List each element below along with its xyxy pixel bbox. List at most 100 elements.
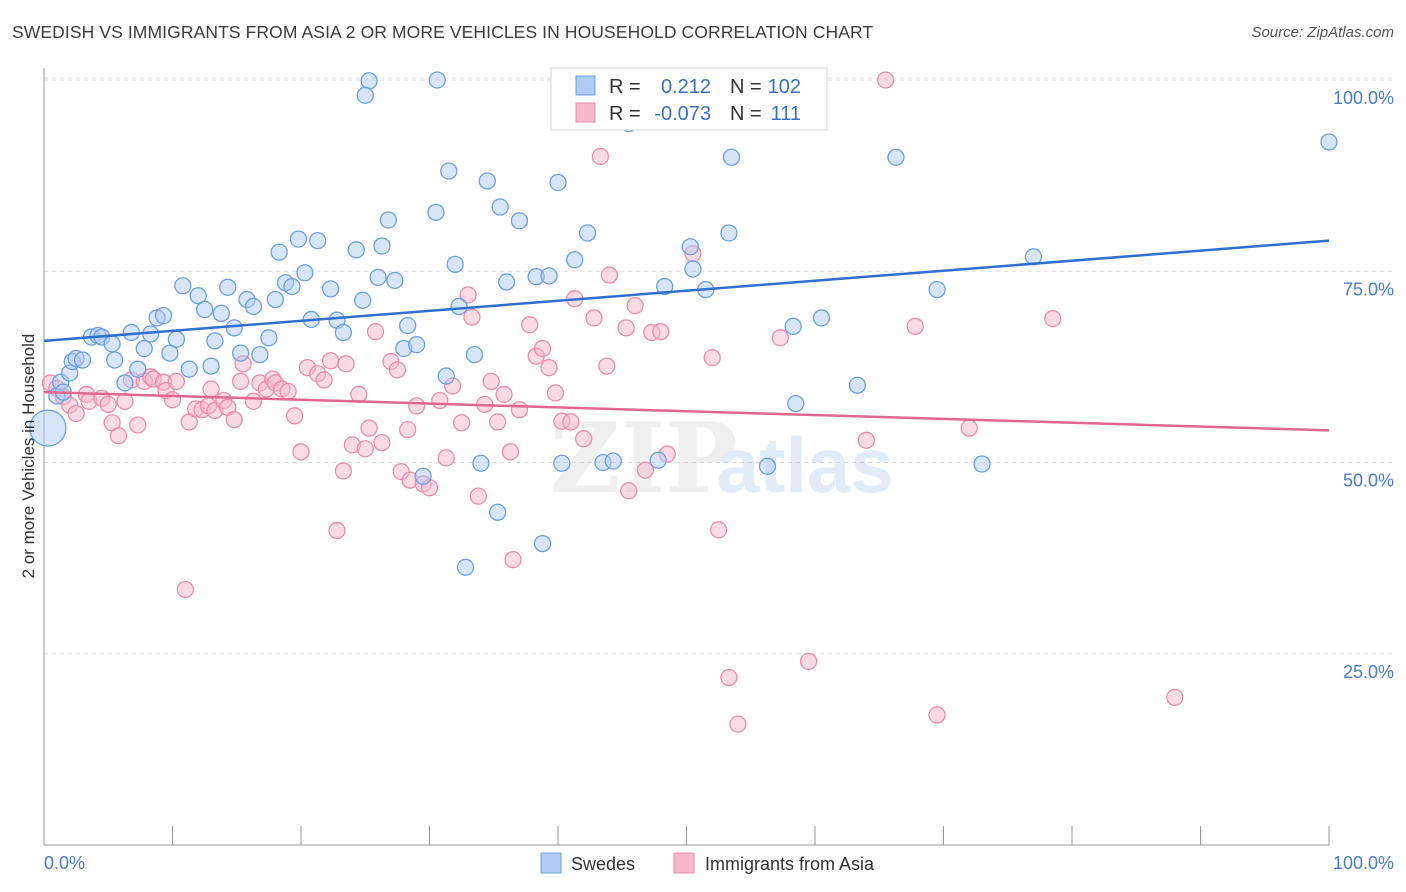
asia-point	[591, 147, 610, 166]
stats-swedes-r-label: R =	[609, 76, 641, 98]
asia-point	[562, 413, 580, 431]
swedes-point	[106, 351, 124, 369]
swedes-point	[848, 376, 867, 394]
swedes-point	[450, 297, 468, 316]
asia-point	[350, 385, 368, 404]
x-tick-label-max: 100.0%	[1333, 853, 1394, 873]
swedes-point	[784, 317, 802, 335]
stats-swedes-r-value: 0.212	[661, 76, 711, 98]
stats-swatch-swedes	[575, 75, 596, 96]
asia-point	[906, 317, 924, 335]
swedes-point	[497, 273, 516, 291]
asia-point	[356, 440, 374, 458]
legend: Swedes Immigrants from Asia	[540, 852, 875, 874]
asia-point	[459, 286, 477, 304]
y-tick-label: 75.0%	[1343, 279, 1394, 299]
swedes-point	[540, 267, 558, 285]
swedes-point	[154, 306, 173, 325]
asia-point	[600, 266, 619, 284]
swedes-point	[360, 72, 378, 90]
swedes-point	[369, 268, 387, 287]
asia-point	[488, 413, 507, 431]
asia-point	[857, 431, 876, 449]
asia-point	[334, 462, 353, 480]
swedes-point	[289, 230, 308, 248]
asia-point	[636, 461, 655, 479]
asia-point	[1044, 310, 1062, 328]
asia-point	[109, 427, 128, 445]
legend-label-asia: Immigrants from Asia	[705, 854, 875, 874]
swedes-point	[604, 452, 622, 470]
swedes-point	[427, 203, 445, 221]
stats-box: R = 0.212 N = 102 R = -0.073 N = 111	[550, 67, 828, 131]
swedes-point	[251, 345, 269, 364]
swedes-point	[373, 237, 391, 255]
swedes-point	[812, 309, 831, 327]
swedes-point	[456, 558, 475, 576]
swedes-point	[379, 211, 398, 229]
swedes-point	[206, 332, 224, 350]
asia-point	[373, 433, 391, 452]
asia-point	[501, 443, 520, 461]
asia-point	[452, 414, 471, 432]
watermark-zip: ZIP	[550, 402, 737, 515]
swedes-point	[116, 374, 134, 392]
legend-label-swedes: Swedes	[571, 854, 635, 874]
stats-asia-n-label: N =	[730, 103, 762, 125]
asia-point	[167, 372, 186, 391]
swedes-point	[73, 351, 92, 369]
swedes-point	[167, 330, 186, 348]
asia-point	[495, 385, 513, 404]
asia-point	[928, 706, 946, 724]
asia-point	[388, 361, 407, 379]
asia-point	[482, 372, 500, 391]
asia-point	[431, 391, 449, 410]
asia-point	[585, 309, 603, 327]
swedes-point	[488, 503, 507, 521]
asia-point	[407, 397, 426, 415]
stats-asia-r-label: R =	[609, 103, 641, 125]
swedes-point	[510, 212, 529, 230]
swedes-point	[472, 454, 490, 472]
asia-point	[176, 580, 195, 599]
asia-point	[202, 380, 220, 398]
swedes-point	[296, 264, 314, 282]
swedes-point	[321, 280, 340, 298]
swedes-point	[129, 360, 147, 378]
asia-point	[598, 357, 616, 375]
x-tick-label-min: 0.0%	[44, 853, 85, 873]
asia-point	[799, 652, 818, 671]
asia-point	[720, 668, 738, 687]
swedes-point	[549, 173, 567, 192]
asia-point	[575, 430, 593, 448]
asia-point	[626, 297, 644, 315]
asia-point	[285, 407, 304, 425]
stats-swedes-n-label: N =	[730, 76, 762, 98]
swedes-point	[202, 357, 220, 375]
swedes-point	[440, 162, 458, 180]
asia-point	[504, 551, 522, 569]
swedes-point	[566, 251, 584, 269]
swedes-point	[407, 336, 426, 354]
swedes-point	[722, 148, 741, 166]
swedes-point	[180, 360, 198, 378]
series-swedes-points	[29, 71, 1338, 576]
trend-line-asia	[43, 390, 1330, 432]
asia-point	[437, 449, 455, 467]
asia-point	[328, 521, 346, 540]
trend-line-swedes	[43, 239, 1330, 343]
asia-point	[321, 352, 340, 370]
swedes-point	[174, 277, 192, 295]
chart-source: Source: ZipAtlas.com	[1251, 24, 1394, 41]
swedes-point	[684, 260, 702, 278]
swedes-point	[212, 304, 230, 322]
y-tick-labels: 100.0% 75.0% 50.0% 25.0%	[1333, 88, 1394, 682]
legend-swatch-swedes	[540, 852, 562, 874]
asia-point	[709, 521, 728, 539]
swedes-point	[231, 344, 250, 362]
swedes-point	[681, 238, 700, 256]
legend-swatch-asia	[673, 852, 695, 874]
swedes-point	[491, 198, 509, 216]
swedes-point	[103, 335, 121, 353]
